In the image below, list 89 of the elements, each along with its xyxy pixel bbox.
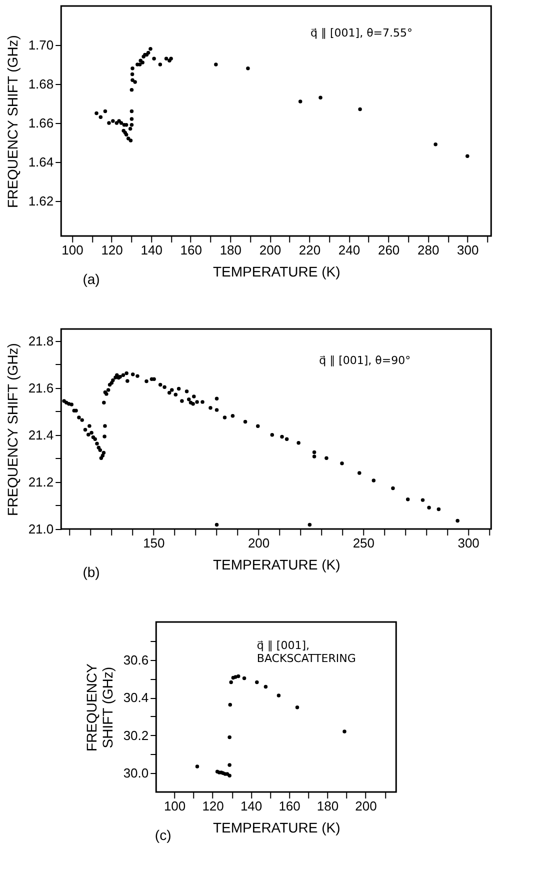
point [255, 680, 259, 684]
y-axis-title: FREQUENCY SHIFT (GHz) [4, 343, 20, 516]
x-axis-title: TEMPERATURE (K) [212, 556, 340, 572]
point [228, 735, 232, 740]
text: (a) [82, 271, 100, 287]
x-tick-label: 100 [62, 242, 84, 258]
point [158, 62, 162, 66]
point [119, 121, 124, 125]
y-tick-label: 30.2 [123, 728, 149, 743]
point [107, 121, 111, 125]
text: (b) [82, 564, 100, 580]
x-tick-label: 300 [458, 536, 480, 550]
point [130, 78, 134, 82]
x-tick-label: 180 [220, 242, 242, 258]
y-tick-label: 21.8 [28, 333, 54, 348]
y-axis-title: FREQUENCY SHIFT (GHz) [4, 35, 20, 208]
point [133, 80, 137, 84]
point [195, 764, 200, 768]
x-tick-label: 120 [202, 798, 224, 814]
x-tick-label: 180 [316, 798, 339, 814]
point [298, 100, 302, 104]
point [94, 111, 98, 116]
text: (c) [154, 827, 172, 843]
x-tick-label: 160 [180, 242, 202, 258]
point [111, 119, 115, 123]
point [228, 763, 232, 767]
y-tick-label: 30.6 [123, 652, 149, 668]
y-tick-label: 21.2 [28, 474, 54, 490]
point [214, 62, 218, 66]
x-tick-label: 200 [259, 242, 282, 258]
point [130, 109, 134, 114]
point [148, 47, 152, 51]
point [130, 123, 134, 127]
point [434, 142, 438, 146]
x-tick-label: 140 [240, 798, 262, 814]
x-tick-label: 300 [457, 242, 479, 258]
x-axis-title: TEMPERATURE (K) [212, 264, 340, 280]
y-tick-label: 21.0 [28, 522, 54, 536]
point [126, 136, 130, 140]
point [98, 115, 103, 119]
y-axis-title: FREQUENCY SHIFT (GHz) [83, 662, 116, 752]
point [164, 56, 168, 60]
x-tick-label: 140 [140, 242, 162, 258]
y-tick-label: 21.6 [28, 380, 54, 396]
point [318, 96, 322, 100]
y-tick-label: 1.68 [28, 76, 54, 92]
point [358, 107, 362, 112]
x-tick-label: 250 [352, 536, 375, 550]
y-tick-label: 1.62 [28, 193, 54, 208]
point [130, 72, 134, 76]
point [128, 126, 132, 131]
y-tick-label: 21.4 [28, 427, 54, 442]
point [228, 702, 232, 707]
x-tick-label: 260 [378, 242, 400, 258]
point [236, 674, 240, 678]
x-tick-label: 200 [355, 798, 377, 814]
point [103, 109, 108, 114]
point [114, 121, 119, 125]
annotation: q⃗ ∥ [001], BACKSCATTERING [256, 638, 356, 665]
point [246, 66, 250, 70]
x-tick-label: 280 [418, 242, 440, 258]
point [264, 684, 268, 689]
point [466, 154, 470, 158]
point [229, 680, 233, 684]
x-tick-label: 200 [248, 536, 270, 550]
y-tick-label: 30.0 [123, 766, 149, 781]
point [295, 706, 300, 710]
y-tick-label: 1.64 [28, 154, 54, 170]
point [130, 88, 134, 92]
x-axis-title: TEMPERATURE (K) [212, 820, 340, 836]
x-tick-label: 100 [164, 798, 186, 814]
y-tick-label: 30.4 [123, 690, 149, 706]
point [128, 138, 133, 142]
x-tick-label: 240 [338, 242, 360, 258]
point [130, 66, 134, 70]
y-tick-label: 1.66 [28, 115, 54, 130]
point [152, 56, 156, 60]
point [342, 730, 346, 734]
point [130, 117, 134, 121]
point [228, 774, 232, 778]
x-tick-label: 120 [101, 242, 123, 258]
x-tick-label: 160 [278, 798, 300, 814]
y-tick-label: 1.70 [28, 37, 54, 52]
point [276, 694, 281, 698]
x-tick-label: 220 [298, 242, 321, 258]
annotation: q⃗ ∥ [001], θ=7.55° [310, 26, 413, 40]
annotation: q⃗ ∥ [001], θ=90° [319, 354, 411, 367]
x-tick-label: 150 [143, 536, 165, 550]
point [242, 676, 246, 680]
